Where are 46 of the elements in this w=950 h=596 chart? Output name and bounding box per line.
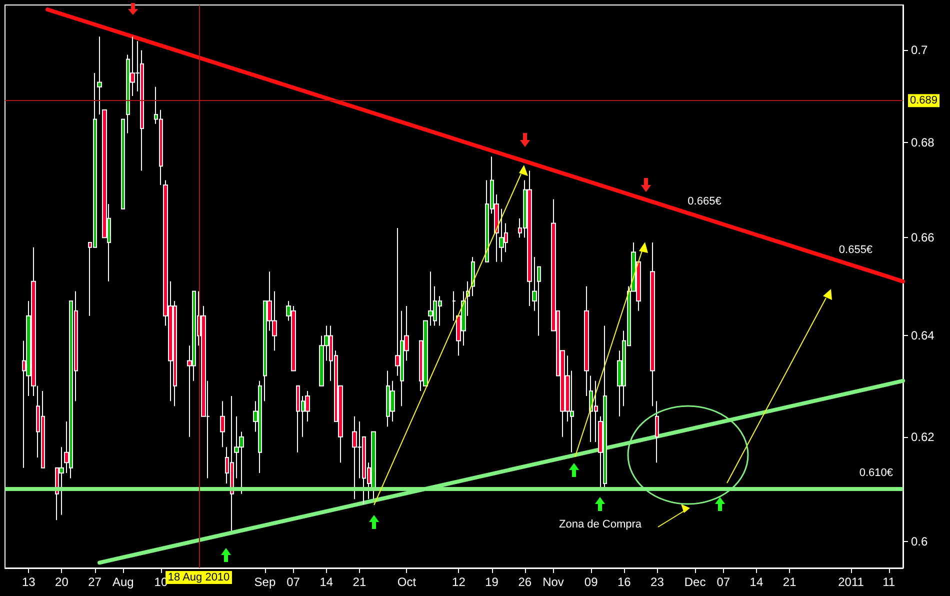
x-tick-label: 21	[352, 575, 366, 589]
x-tick-label: 23	[650, 575, 664, 589]
x-tick-label: 16	[617, 575, 632, 589]
annotation: 0.655€	[838, 244, 873, 256]
candlestick	[650, 242, 655, 407]
y-tick-label: 0.7	[911, 43, 928, 58]
candlestick	[499, 208, 504, 262]
y-tick-label: 0.64	[911, 328, 935, 343]
x-tick-label: Aug	[112, 575, 134, 589]
annotation: Zona de Compra	[559, 518, 642, 530]
candlestick	[527, 170, 532, 306]
candlestick	[471, 256, 475, 297]
ref-line-label: 18 Aug 2010	[168, 572, 230, 584]
y-tick-label: 0.62	[911, 430, 935, 444]
x-tick-label: 14	[750, 575, 764, 589]
x-tick-label: 20	[55, 575, 69, 589]
x-tick-label: 07	[286, 575, 300, 589]
y-tick-label: 0.66	[911, 230, 935, 245]
candlestick	[584, 286, 589, 397]
x-tick-label: Dec	[684, 575, 706, 589]
x-tick-label: 26	[518, 575, 532, 589]
x-tick-label: 21	[782, 575, 797, 589]
annotation: 0.665€	[688, 196, 722, 208]
ref-line-label: 0.689	[910, 94, 938, 107]
x-tick-label: 13	[22, 575, 36, 589]
x-tick-label: 19	[485, 575, 499, 589]
x-tick-label: 12	[452, 575, 466, 589]
x-tick-label: 14	[320, 575, 334, 589]
candlestick	[655, 400, 659, 464]
ref-line-label: 0.610€	[859, 467, 893, 480]
y-tick-label: 0.6	[911, 534, 928, 548]
candlestick	[452, 290, 456, 322]
x-tick-label: Sep	[254, 575, 276, 589]
candlestick	[121, 118, 125, 210]
candlestick	[428, 271, 433, 326]
x-tick-label: 09	[584, 575, 598, 589]
x-tick-label: 2011	[838, 575, 864, 589]
candlestick	[97, 36, 102, 116]
x-tick-label: Nov	[542, 575, 564, 589]
y-tick-label: 0.68	[911, 136, 935, 150]
x-tick-label: 07	[716, 575, 730, 589]
candlestick	[371, 431, 376, 500]
x-tick-label: Oct	[397, 575, 417, 589]
x-tick-label: 11	[882, 575, 896, 589]
x-tick-label: 27	[88, 575, 102, 589]
candlestick	[220, 400, 225, 448]
